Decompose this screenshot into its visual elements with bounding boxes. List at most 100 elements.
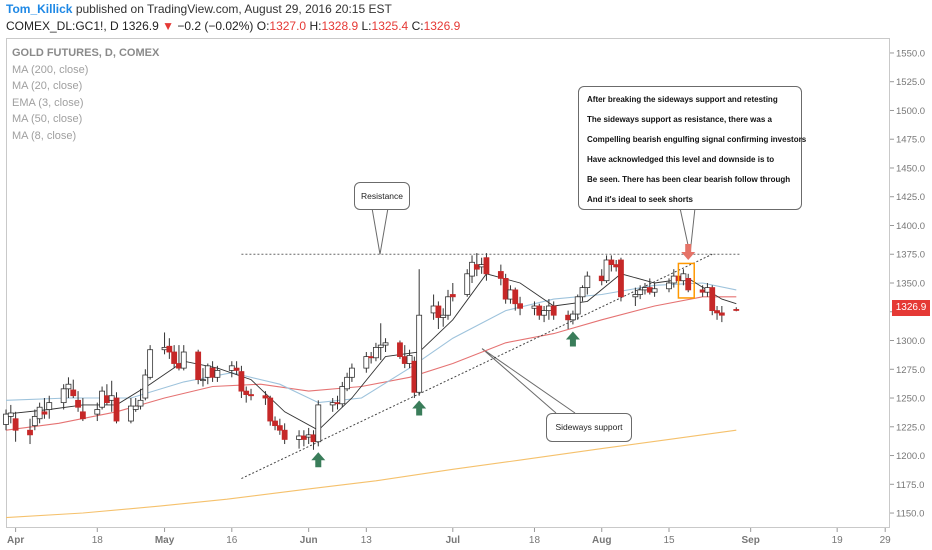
legend-item-ema3[interactable]: EMA (3, close): [12, 96, 84, 109]
legend-item-ma50[interactable]: MA (50, close): [12, 113, 83, 125]
candle-body: [373, 347, 379, 359]
candle-body: [108, 395, 115, 401]
candle-body: [339, 386, 346, 405]
candle-body: [262, 395, 269, 399]
candle-body: [12, 418, 19, 431]
candle-body: [449, 294, 456, 298]
x-tick-label: Sep: [742, 535, 760, 546]
candle-body: [430, 305, 437, 314]
candle-body: [435, 305, 442, 318]
up-arrow-icon: [412, 400, 427, 416]
chart-header: Tom_Killick published on TradingView.com…: [0, 0, 932, 38]
candle-body: [132, 405, 139, 410]
candle-body: [329, 402, 336, 406]
candle-body: [103, 395, 110, 404]
candle-body: [128, 405, 134, 422]
y-tick-label: 1150.0: [896, 509, 924, 520]
candle-body: [228, 365, 235, 371]
close-value: 1326.9: [423, 19, 461, 33]
author-link[interactable]: Tom_Killick: [6, 2, 73, 16]
y-tick-label: 1425.0: [896, 192, 925, 203]
candle-body: [445, 296, 451, 316]
candle-body: [238, 371, 245, 392]
candle-body: [618, 259, 624, 298]
note-line: Have acknowledged this level and downsid…: [587, 155, 775, 164]
series-line-ma20: [5, 282, 737, 404]
candle-body: [512, 289, 519, 305]
x-tick-label: 18: [529, 535, 541, 546]
x-tick-label: 18: [92, 535, 104, 546]
y-tick-label: 1550.0: [896, 48, 925, 59]
candle-body: [176, 363, 182, 369]
candle-body: [27, 429, 33, 436]
candle-body: [171, 351, 178, 364]
candle-body: [517, 303, 523, 309]
candle-body: [305, 434, 312, 438]
x-tick-label: 15: [663, 535, 675, 546]
analysis-note[interactable]: After breaking the sideways support and …: [578, 86, 806, 210]
note-line: After breaking the sideways support and …: [587, 95, 778, 104]
candle-body: [608, 259, 615, 265]
price-change: −0.2 (−0.02%): [177, 19, 254, 33]
chart-pane[interactable]: [6, 38, 890, 528]
candle-body: [406, 355, 413, 364]
candle-body: [411, 360, 418, 393]
candle-body: [397, 342, 403, 358]
candle-body: [401, 356, 408, 364]
y-tick-label: 1200.0: [896, 451, 925, 462]
published-text: published on TradingView.com, August 29,…: [75, 2, 392, 16]
y-tick-label: 1350.0: [896, 279, 925, 290]
candle-body: [685, 277, 692, 291]
candle-body: [99, 390, 105, 408]
candle-body: [113, 397, 120, 422]
candle-body: [469, 261, 475, 277]
candle-body: [75, 399, 81, 408]
x-tick-label: May: [155, 535, 175, 546]
candle-body: [531, 305, 538, 309]
candle-body: [46, 402, 53, 410]
series-line-ma200: [5, 429, 737, 519]
candle-body: [65, 383, 72, 390]
candle-body: [36, 406, 43, 420]
note-line: And it's ideal to seek shorts: [587, 195, 693, 204]
candle-body: [637, 289, 644, 295]
x-tick-label: Apr: [7, 535, 24, 546]
candle-body: [272, 420, 278, 427]
candle-body: [281, 429, 288, 440]
candle-body: [344, 376, 351, 390]
last-price-tag: 1326.9: [892, 300, 930, 316]
candle-body: [680, 273, 687, 282]
candle-body: [416, 314, 423, 393]
candle-body: [276, 425, 283, 431]
candle-body: [248, 394, 254, 397]
y-tick-label: 1450.0: [896, 163, 925, 174]
resistance-callout[interactable]: Resistance: [354, 182, 410, 210]
note-line: The sideways support as resistance, ther…: [587, 115, 772, 124]
candle-body: [79, 411, 86, 420]
legend-item-ma200[interactable]: MA (200, close): [12, 63, 89, 76]
y-tick-label: 1500.0: [896, 106, 925, 117]
legend-item-ma20[interactable]: MA (20, close): [12, 80, 83, 92]
last-price: 1326.9: [122, 19, 159, 33]
candle-body: [267, 397, 274, 422]
legend-item-ma8[interactable]: MA (8, close): [12, 129, 77, 142]
candle-body: [296, 435, 302, 440]
candle-body: [536, 305, 543, 316]
support-callout[interactable]: Sideways support: [546, 413, 632, 442]
x-tick-label: Aug: [592, 535, 611, 546]
x-tick-label: 13: [361, 535, 373, 546]
candle-body: [70, 389, 77, 397]
candle-body: [233, 367, 240, 371]
open-value: 1327.0: [269, 19, 307, 33]
candle-body: [613, 264, 620, 268]
candle-body: [550, 305, 557, 316]
candle-body: [507, 289, 514, 300]
candle-body: [733, 309, 740, 311]
up-arrow-icon: [565, 331, 580, 347]
candle-body: [565, 314, 572, 321]
candle-body: [545, 305, 552, 312]
candle-body: [704, 287, 711, 293]
legend-title: GOLD FUTURES, D, COMEX: [12, 47, 160, 59]
candle-body: [632, 294, 639, 298]
